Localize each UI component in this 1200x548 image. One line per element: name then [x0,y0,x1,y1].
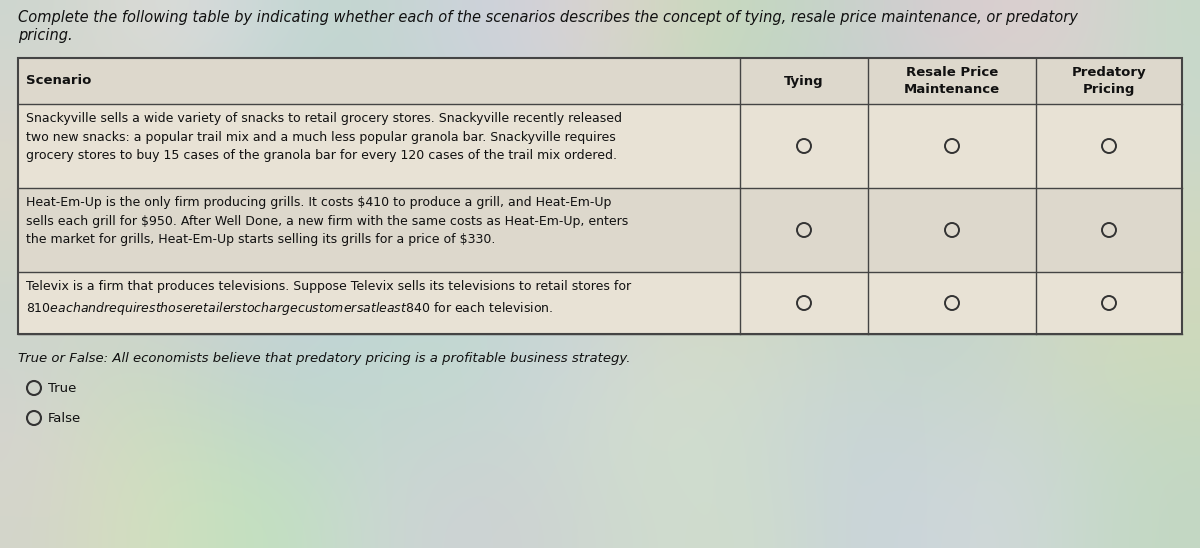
Text: Snackyville sells a wide variety of snacks to retail grocery stores. Snackyville: Snackyville sells a wide variety of snac… [26,112,622,162]
Bar [18,188,1182,272]
Bar [18,104,1182,188]
Text: Heat-Em-Up is the only firm producing grills. It costs $410 to produce a grill, : Heat-Em-Up is the only firm producing gr… [26,196,629,246]
Text: Televix is a firm that produces televisions. Suppose Televix sells its televisio: Televix is a firm that produces televisi… [26,280,631,317]
Text: Tying: Tying [784,75,824,88]
Text: Predatory
Pricing: Predatory Pricing [1072,66,1146,96]
Text: True: True [48,381,77,395]
Text: Complete the following table by indicating whether each of the scenarios describ: Complete the following table by indicati… [18,10,1078,25]
Bar [18,58,1182,104]
Bar [18,272,1182,334]
Text: True or False: All economists believe that predatory pricing is a profitable bus: True or False: All economists believe th… [18,352,630,365]
Bar [18,58,1182,334]
Text: pricing.: pricing. [18,28,73,43]
Text: Resale Price
Maintenance: Resale Price Maintenance [904,66,1000,96]
Bar [18,58,1182,334]
Text: False: False [48,412,82,425]
Text: Scenario: Scenario [26,75,91,88]
